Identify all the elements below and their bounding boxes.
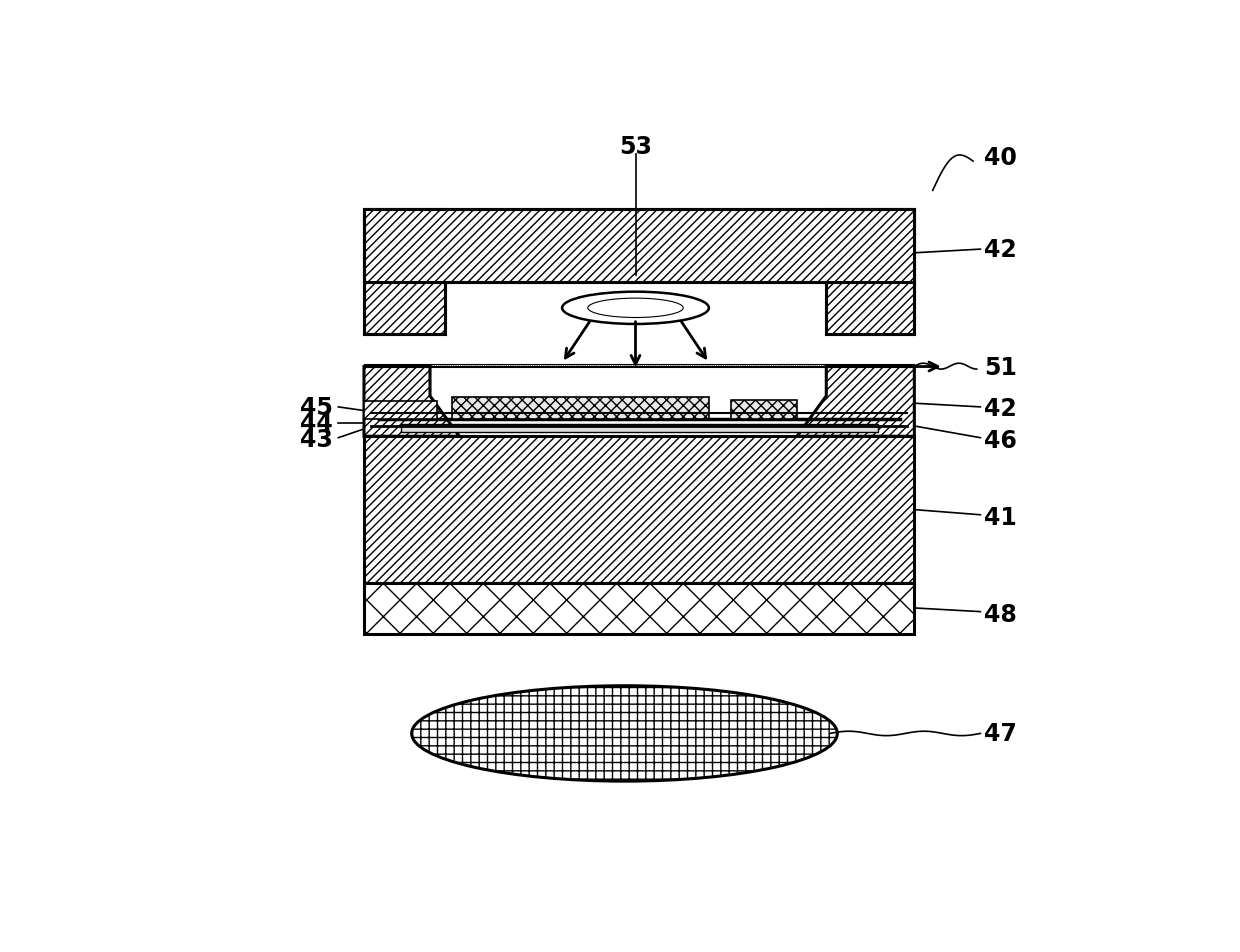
Bar — [365, 209, 914, 283]
Ellipse shape — [588, 299, 683, 318]
Polygon shape — [797, 367, 914, 437]
Bar — [365, 437, 914, 584]
Bar — [730, 401, 797, 420]
Text: 48: 48 — [985, 603, 1017, 626]
Text: 43: 43 — [300, 427, 332, 451]
Polygon shape — [365, 367, 459, 437]
Bar — [365, 402, 438, 420]
Text: 42: 42 — [985, 397, 1017, 421]
Bar — [365, 584, 914, 635]
Text: 47: 47 — [985, 722, 1017, 745]
Text: 46: 46 — [985, 428, 1017, 452]
Text: 51: 51 — [985, 355, 1017, 379]
Ellipse shape — [562, 292, 709, 325]
Bar — [826, 209, 914, 334]
Bar — [453, 398, 709, 420]
Ellipse shape — [412, 686, 837, 782]
Text: 42: 42 — [985, 238, 1017, 262]
Text: 53: 53 — [619, 135, 652, 159]
Text: 41: 41 — [985, 506, 1017, 529]
Bar — [365, 209, 445, 334]
Text: 40: 40 — [985, 147, 1017, 170]
Text: 45: 45 — [300, 395, 332, 420]
Bar — [401, 425, 878, 432]
Text: 44: 44 — [300, 411, 332, 436]
